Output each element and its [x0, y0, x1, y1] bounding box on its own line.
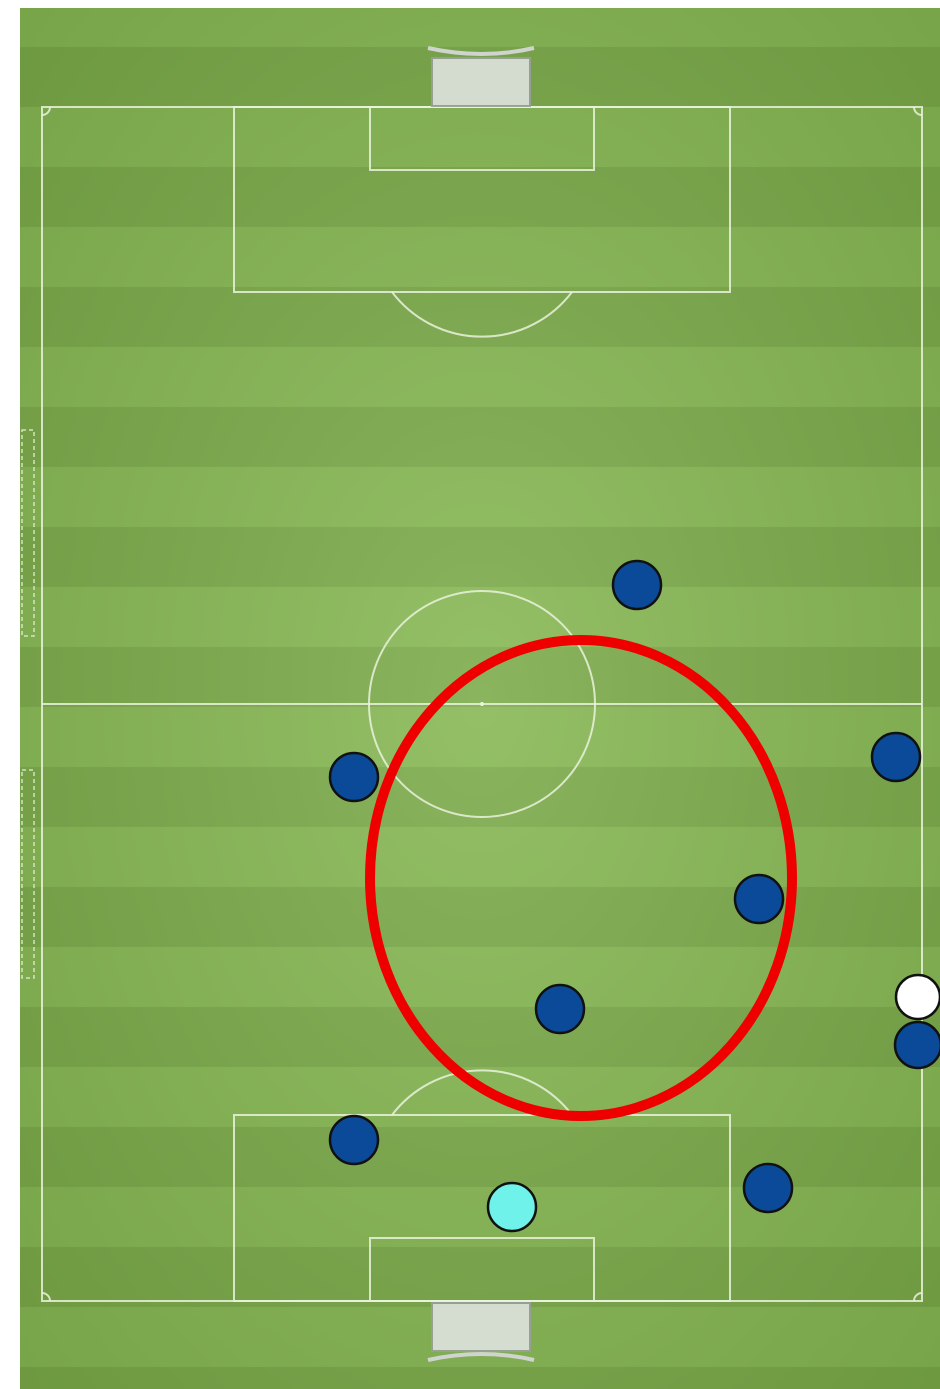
player — [895, 1022, 940, 1068]
bottom-goal — [432, 1303, 530, 1351]
player — [330, 753, 378, 801]
player — [735, 875, 783, 923]
ball-player — [896, 975, 940, 1019]
top-goal — [432, 58, 530, 106]
center-spot — [480, 702, 484, 706]
player — [330, 1116, 378, 1164]
page: (() => { const data = JSON.parse(documen… — [0, 0, 940, 1389]
player — [613, 561, 661, 609]
player — [872, 733, 920, 781]
pitch-diagram — [0, 0, 940, 1389]
grass-shade — [20, 8, 940, 1389]
player — [744, 1164, 792, 1212]
player — [536, 985, 584, 1033]
goalkeeper — [488, 1183, 536, 1231]
